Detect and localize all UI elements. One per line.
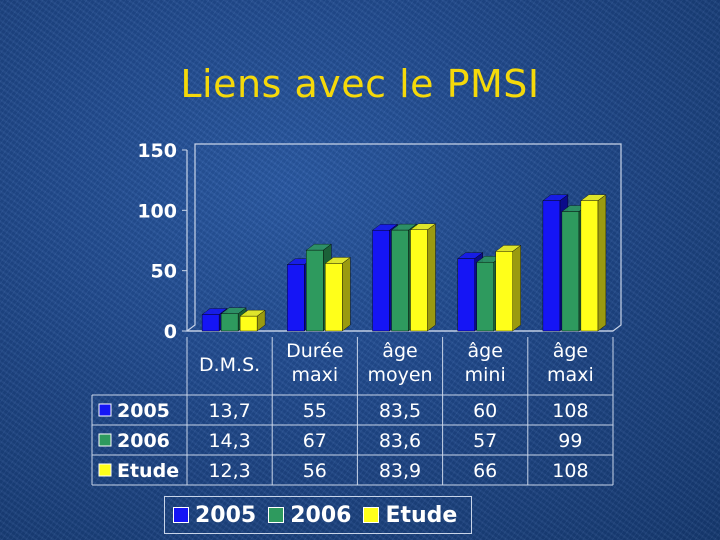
data-label: 108 xyxy=(552,400,588,422)
legend-label-2005: 2005 xyxy=(195,502,257,528)
bar-etude-3 xyxy=(495,251,513,332)
row-swatch-2006 xyxy=(98,433,112,447)
bar-2005-3 xyxy=(457,258,475,332)
legend-item-etude: Etude xyxy=(363,503,457,528)
y-tick-label: 0 xyxy=(164,321,177,343)
bar-2006-1 xyxy=(306,249,324,332)
bar-etude-4 xyxy=(580,200,599,332)
row-label-etude: Etude xyxy=(117,460,179,482)
category-label: moyen xyxy=(367,364,432,386)
category-label: maxi xyxy=(547,364,594,386)
row-label-2005: 2005 xyxy=(117,400,170,422)
bar-2006-2 xyxy=(391,229,409,332)
bar-2006-3 xyxy=(476,262,494,332)
legend-label-2006: 2006 xyxy=(290,502,352,528)
category-label: Durée xyxy=(286,340,343,362)
data-label: 83,5 xyxy=(379,400,421,422)
bar-etude-1-side xyxy=(342,257,351,332)
chart-title: Liens avec le PMSI xyxy=(180,62,540,106)
y-tick-label: 100 xyxy=(137,200,177,222)
data-label: 60 xyxy=(473,400,497,422)
data-label: 13,7 xyxy=(208,400,250,422)
bar-etude-0 xyxy=(239,315,258,332)
bar-etude-1 xyxy=(325,263,343,332)
data-label: 55 xyxy=(303,400,327,422)
data-label: 66 xyxy=(473,460,497,482)
category-label: âge xyxy=(553,340,588,362)
legend-item-2005: 2005 xyxy=(173,503,256,528)
legend-swatch-2006 xyxy=(268,507,285,523)
legend-item-2006: 2006 xyxy=(268,503,351,528)
data-label: 99 xyxy=(558,430,582,452)
bar-etude-4-side xyxy=(597,194,607,332)
bar-2005-4 xyxy=(542,200,561,332)
y-tick-label: 150 xyxy=(137,140,177,162)
category-label: âge xyxy=(467,340,502,362)
bar-2005-0 xyxy=(201,314,220,332)
data-label: 57 xyxy=(473,430,497,452)
row-label-2006: 2006 xyxy=(117,430,170,452)
bar-2005-1 xyxy=(287,264,305,332)
bar-2006-0 xyxy=(220,313,239,332)
legend-swatch-etude xyxy=(363,507,380,523)
data-label: 108 xyxy=(552,460,588,482)
data-label: 83,6 xyxy=(379,430,421,452)
y-tick-label: 50 xyxy=(151,261,177,283)
row-swatch-2005 xyxy=(98,403,112,417)
bar-etude-2 xyxy=(410,229,428,332)
data-label: 12,3 xyxy=(208,460,250,482)
bar-etude-2-side xyxy=(427,223,436,332)
category-label: âge xyxy=(382,340,417,362)
category-label: maxi xyxy=(291,364,338,386)
data-label: 67 xyxy=(303,430,327,452)
bar-2006-4 xyxy=(561,211,580,332)
data-label: 14,3 xyxy=(208,430,250,452)
row-swatch-etude xyxy=(98,463,112,477)
data-label: 83,9 xyxy=(379,460,421,482)
chart-legend: 2005 2006 Etude xyxy=(164,496,473,534)
category-label: D.M.S. xyxy=(199,354,260,376)
legend-label-etude: Etude xyxy=(385,502,458,528)
bar-2005-2 xyxy=(372,230,390,332)
bar-etude-3-side xyxy=(512,244,521,332)
category-label: mini xyxy=(465,364,506,386)
legend-swatch-2005 xyxy=(173,507,189,523)
data-label: 56 xyxy=(303,460,327,482)
